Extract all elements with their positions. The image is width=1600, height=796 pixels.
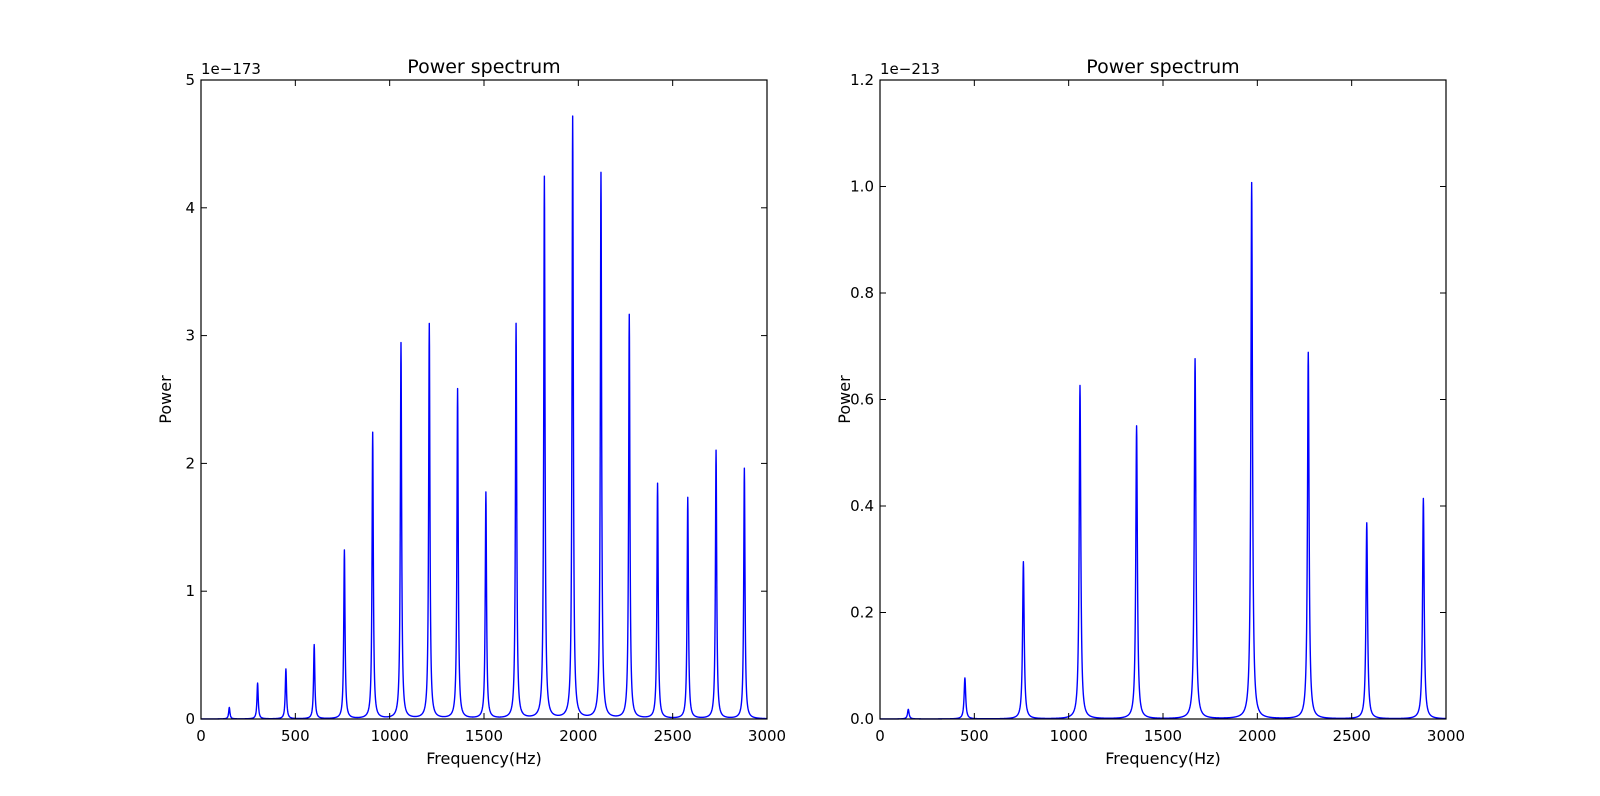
y-tick-label: 2	[185, 454, 195, 472]
y-axis-label: Power	[156, 375, 175, 424]
right-power-spectrum-chart: 0 500 1000 1500 2000 2500 3000 0.0 0.2 0.4 0.6 0.8 1…	[835, 56, 1465, 768]
y-tick-label: 0.4	[850, 497, 874, 515]
y-tick-label: 1.2	[850, 71, 874, 89]
y-tick-label: 0.0	[850, 710, 874, 728]
y-tick-label: 1	[185, 582, 195, 600]
x-axis-label: Frequency(Hz)	[1105, 749, 1221, 768]
y-axis-offset-label: 1e−173	[201, 60, 261, 78]
left-power-spectrum-chart: 0 500 1000 1500 2000 2500 3000 0 1 2 3 4 5 Power spec…	[156, 56, 786, 768]
x-tick-label: 1500	[465, 727, 503, 745]
y-tick-label: 0.8	[850, 284, 874, 302]
x-tick-label: 0	[196, 727, 206, 745]
y-tick-label: 1.0	[850, 178, 874, 196]
x-tick-label: 500	[960, 727, 989, 745]
y-tick-label: 0	[185, 710, 195, 728]
spectrum-series-line	[200, 115, 768, 720]
x-tick-label: 2500	[1333, 727, 1371, 745]
x-tick-label: 2000	[1238, 727, 1276, 745]
chart-title: Power spectrum	[407, 56, 560, 78]
axes-frame	[200, 79, 768, 720]
y-tick-label: 5	[185, 71, 195, 89]
y-axis-offset-label: 1e−213	[880, 60, 940, 78]
x-tick-label: 2000	[559, 727, 597, 745]
chart-title: Power spectrum	[1086, 56, 1239, 78]
x-tick-label: 2500	[654, 727, 692, 745]
y-tick-label: 0.2	[850, 604, 874, 622]
y-tick-label: 4	[185, 199, 195, 217]
x-tick-label: 1000	[371, 727, 409, 745]
x-axis-label: Frequency(Hz)	[426, 749, 542, 768]
x-tick-label: 0	[875, 727, 885, 745]
x-tick-label: 1500	[1144, 727, 1182, 745]
x-tick-label: 1000	[1050, 727, 1088, 745]
axes-frame	[879, 79, 1447, 720]
x-tick-label: 500	[281, 727, 310, 745]
y-axis-label: Power	[835, 375, 854, 424]
y-tick-label: 3	[185, 327, 195, 345]
spectrum-series-line	[879, 181, 1447, 720]
x-tick-label: 3000	[748, 727, 786, 745]
x-tick-label: 3000	[1427, 727, 1465, 745]
y-tick-label: 0.6	[850, 391, 874, 409]
